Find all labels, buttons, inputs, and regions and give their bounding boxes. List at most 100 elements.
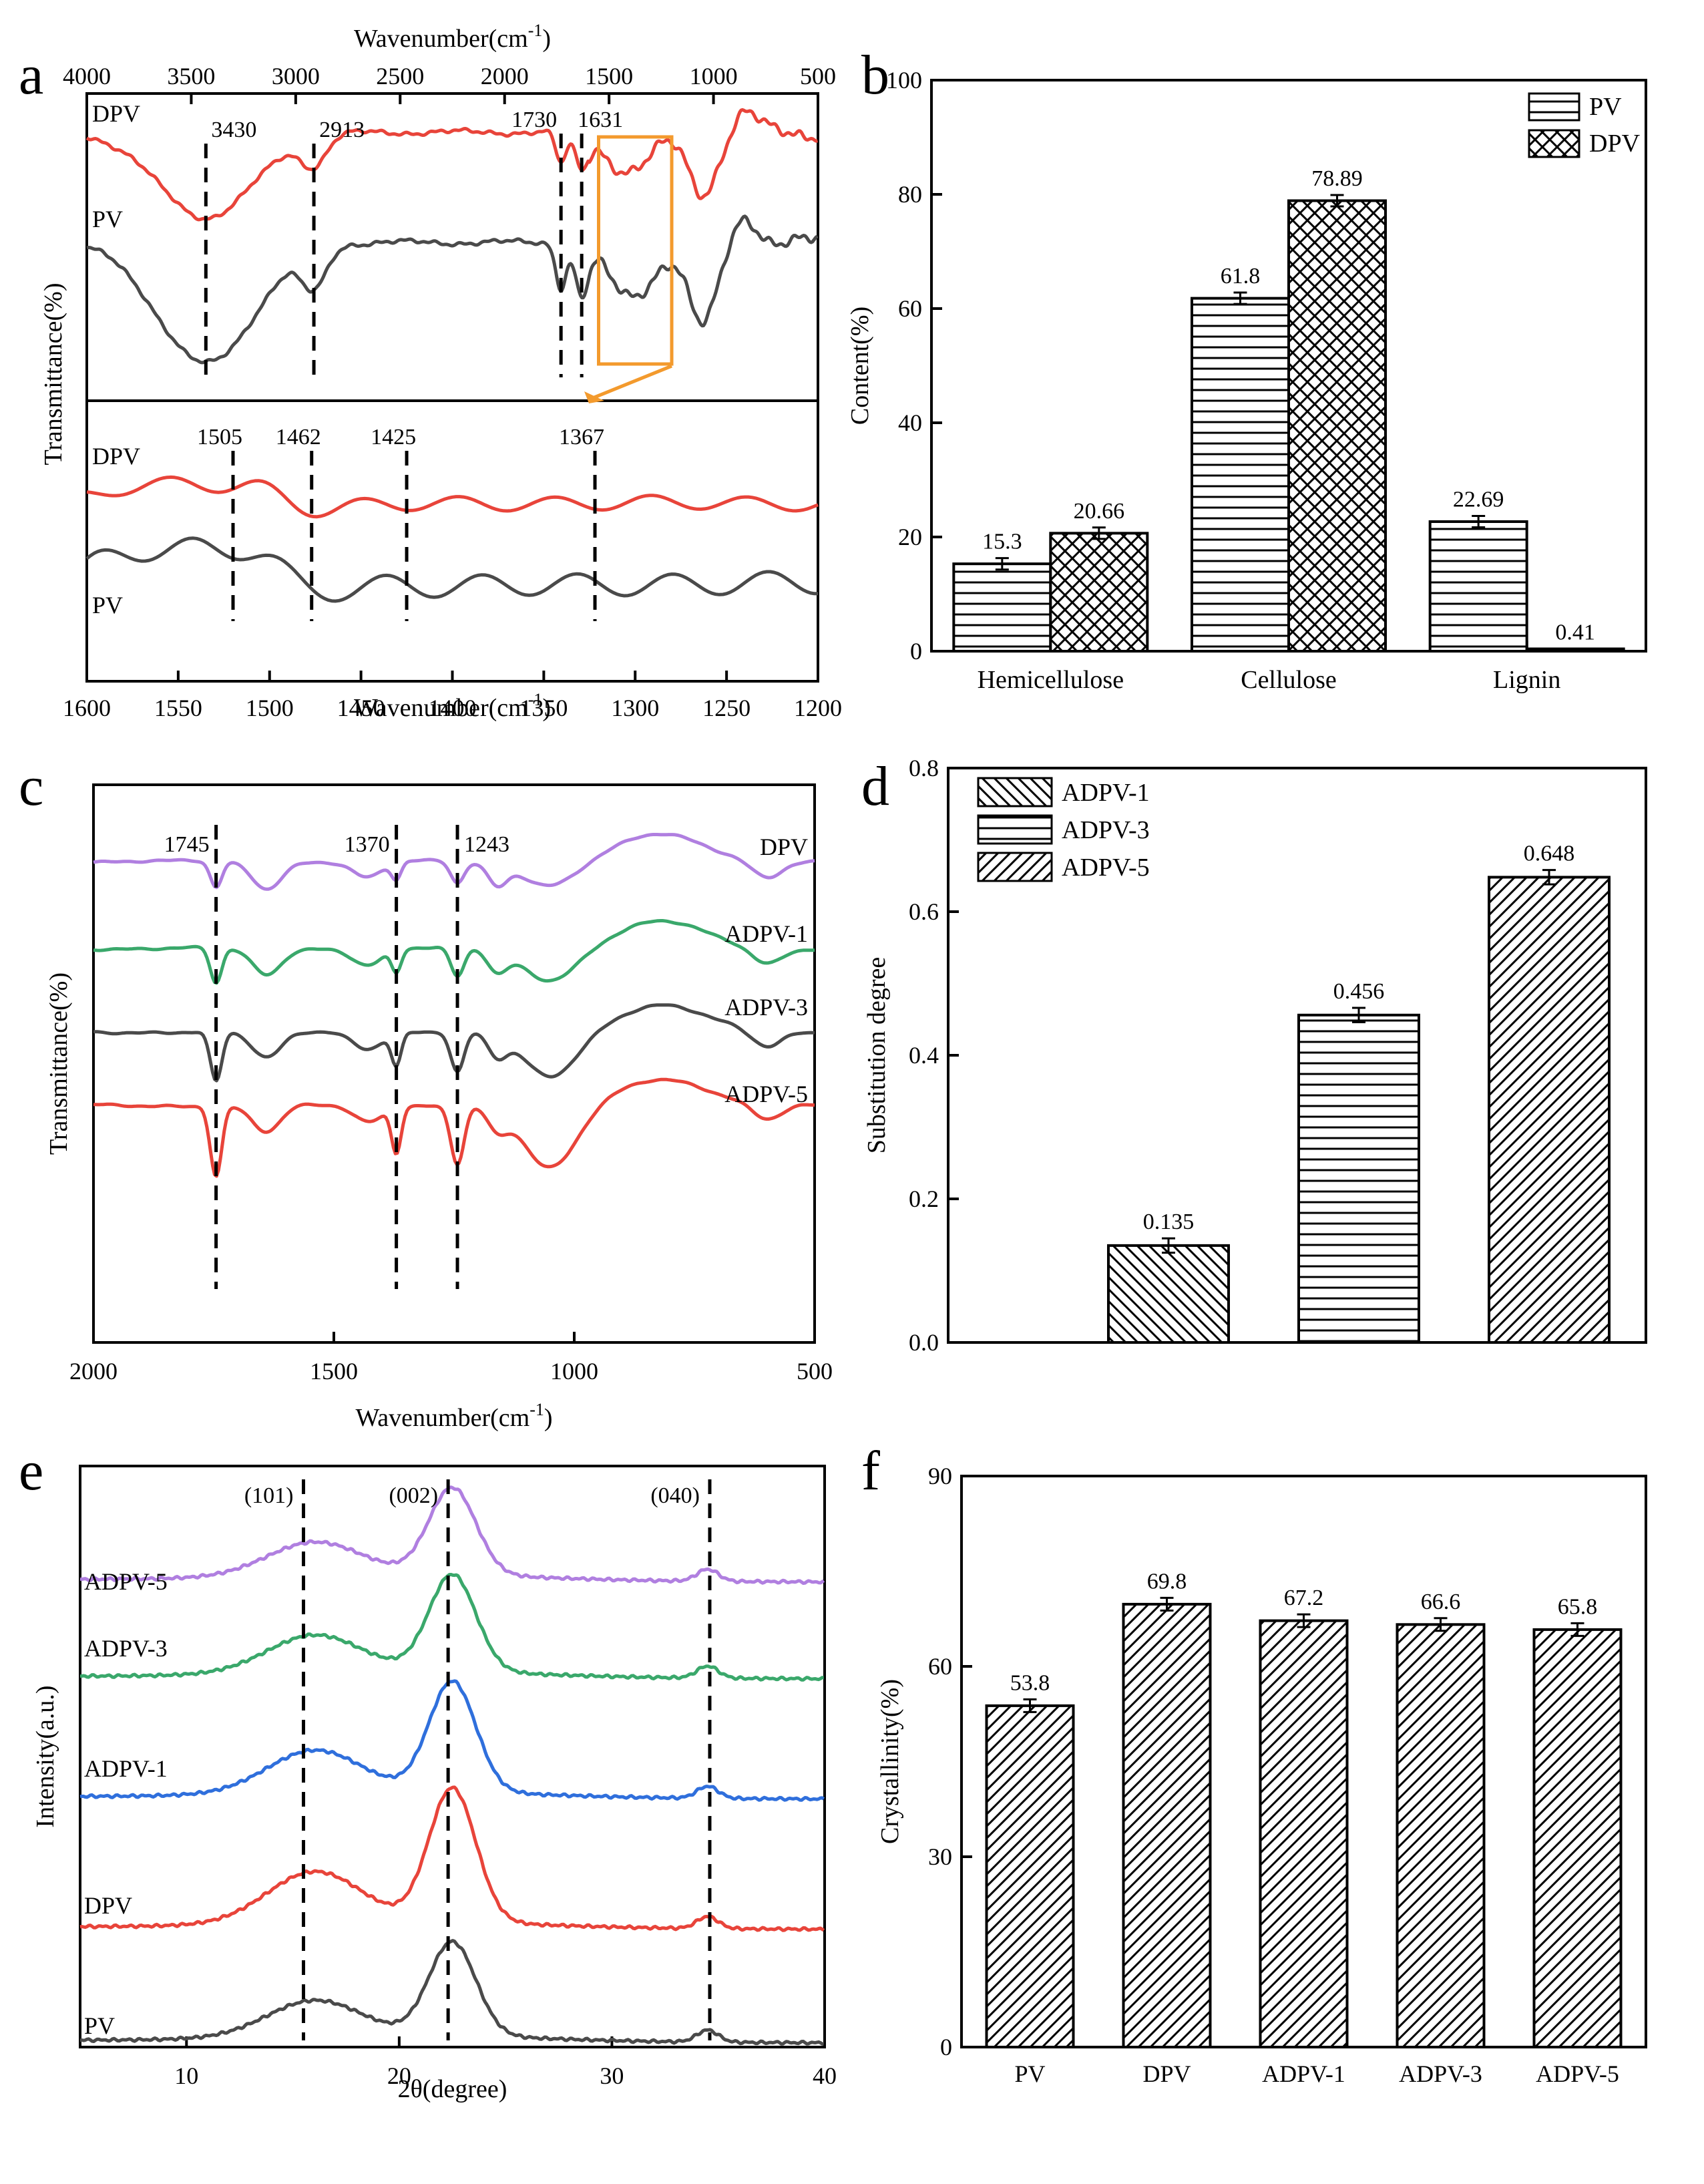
y-tick-label: 0.8 bbox=[909, 755, 939, 781]
panel-e-ylabel: Intensity(a.u.) bbox=[31, 1685, 59, 1827]
panel-e-line-dpv bbox=[79, 1785, 825, 1932]
panel-e-peak-label: (002) bbox=[389, 1483, 438, 1508]
bottom-tick-label: 1250 bbox=[702, 695, 751, 721]
bottom-tick-label: 1500 bbox=[246, 695, 294, 721]
panel-a-peak-label-lower: 1425 bbox=[371, 425, 416, 449]
panel-e-peak-label: (101) bbox=[244, 1483, 294, 1508]
panel-e-series-label: ADPV-1 bbox=[84, 1755, 168, 1782]
y-tick-label: 80 bbox=[898, 181, 922, 208]
panel-c-peak-label: 1370 bbox=[345, 832, 390, 857]
panel-d: 0.0 0.2 0.4 0.6 0.8 Substitution degree 0.135 0… bbox=[863, 755, 1647, 1356]
bottom-tick-label: 1200 bbox=[794, 695, 842, 721]
panel-e-frame bbox=[79, 1465, 826, 2048]
bar-pv bbox=[1191, 297, 1290, 653]
panel-a-dpv-lower-line bbox=[86, 475, 819, 519]
y-tick-label: 0.0 bbox=[909, 1329, 939, 1356]
x-tick-label: 2000 bbox=[69, 1358, 118, 1385]
panel-e: 10 20 30 40 2θ(degree) Intensity(a.u.) ADPV-5 A… bbox=[31, 1465, 837, 2103]
panel-letter-a: a bbox=[19, 44, 43, 106]
x-tick-label: Cellulose bbox=[1241, 666, 1337, 694]
bar-pv bbox=[952, 562, 1052, 653]
bar-dpv bbox=[1287, 199, 1387, 653]
x-tick-label: 1000 bbox=[550, 1358, 598, 1385]
x-tick-label: 1500 bbox=[310, 1358, 358, 1385]
x-tick-label: 20 bbox=[387, 2062, 411, 2089]
top-tick-label: 3000 bbox=[272, 63, 320, 89]
x-tick-label: DPV bbox=[1142, 2060, 1191, 2087]
x-tick-label: Hemicellulose bbox=[978, 666, 1124, 694]
legend-swatch bbox=[977, 852, 1053, 882]
panel-f: 0 30 60 90 Crystallinity(%) 53.8 PV 69.8 DPV 67.2… bbox=[876, 1463, 1647, 2087]
panel-c-series-label: ADPV-5 bbox=[724, 1081, 808, 1107]
panel-a-label-pv-upper: PV bbox=[92, 206, 123, 232]
bar-value-label: 66.6 bbox=[1421, 1590, 1461, 1614]
bar-pv bbox=[985, 1704, 1075, 2048]
panel-a-label-pv-lower: PV bbox=[92, 592, 123, 618]
panel-letter-f: f bbox=[861, 1440, 880, 1502]
panel-e-peak-label: (040) bbox=[650, 1483, 700, 1508]
bar-value-label: 53.8 bbox=[1010, 1670, 1050, 1695]
y-tick-label: 100 bbox=[886, 67, 922, 94]
panel-a-pv-lower-line bbox=[85, 536, 819, 603]
panel-c-line-dpv bbox=[93, 833, 815, 891]
panel-c-peak-label: 1745 bbox=[164, 832, 210, 857]
x-tick-label: ADPV-5 bbox=[1536, 2060, 1619, 2087]
panel-e-series-label: ADPV-3 bbox=[84, 1635, 168, 1662]
y-tick-label: 90 bbox=[928, 1463, 952, 1489]
legend-label: ADPV-1 bbox=[1062, 779, 1150, 807]
panel-c-series-label: DPV bbox=[760, 834, 808, 860]
bar-value-label: 0.41 bbox=[1555, 620, 1595, 645]
panel-e-line-pv bbox=[80, 1939, 825, 2046]
panelB-ylabel: Content(%) bbox=[846, 307, 874, 425]
bar-value-label: 0.456 bbox=[1333, 979, 1385, 1004]
legend-label: PV bbox=[1589, 93, 1622, 121]
y-tick-label: 0.2 bbox=[909, 1186, 939, 1212]
legend-swatch bbox=[1528, 92, 1580, 122]
top-tick-label: 500 bbox=[800, 63, 836, 89]
bar-value-label: 15.3 bbox=[982, 530, 1022, 554]
panel-c-series-label: ADPV-3 bbox=[724, 994, 808, 1021]
panel-a-peak-label: 1730 bbox=[511, 108, 557, 132]
bottom-tick-label: 1300 bbox=[611, 695, 659, 721]
panelF-ylabel: Crystallinity(%) bbox=[876, 1679, 904, 1844]
legend-swatch bbox=[1528, 129, 1580, 158]
legend-swatch bbox=[977, 814, 1053, 845]
panel-a-bottom-axis-title: Wavenumber(cm-1) bbox=[354, 690, 551, 722]
bar-value-label: 65.8 bbox=[1558, 1594, 1598, 1619]
y-tick-label: 0.6 bbox=[909, 898, 939, 925]
panel-a-zoom-arrow bbox=[594, 364, 672, 399]
top-tick-label: 1500 bbox=[585, 63, 633, 89]
panel-e-series-label: ADPV-5 bbox=[84, 1568, 168, 1595]
bar-value-label: 78.89 bbox=[1311, 166, 1363, 191]
x-tick-label: ADPV-1 bbox=[1262, 2060, 1345, 2087]
x-tick-label: 30 bbox=[600, 2062, 624, 2089]
panel-a-dpv-upper-line bbox=[85, 108, 818, 222]
top-tick-label: 2000 bbox=[481, 63, 529, 89]
bar-dpv bbox=[1049, 532, 1149, 653]
panel-letter-c: c bbox=[19, 755, 43, 817]
panel-c: 2000 1500 1000 500 Wavenumber(cm-1) Transmitt… bbox=[45, 783, 833, 1432]
bottom-tick-label: 1600 bbox=[63, 695, 111, 721]
legend-label: DPV bbox=[1589, 130, 1641, 158]
bottom-tick-label: 1550 bbox=[154, 695, 202, 721]
panel-a-peak-label: 1631 bbox=[578, 108, 623, 132]
panel-a-peak-label-lower: 1505 bbox=[197, 425, 242, 449]
bottom-tick-label: 1350 bbox=[519, 695, 568, 721]
panel-c-series-label: ADPV-1 bbox=[724, 920, 808, 947]
panel-c-frame bbox=[92, 783, 816, 1344]
bar-adpv-3 bbox=[1297, 1013, 1420, 1344]
legend-label: ADPV-5 bbox=[1062, 854, 1150, 882]
panel-a-peak-label: 3430 bbox=[211, 118, 256, 142]
panel-c-line-adpv-5 bbox=[93, 1077, 815, 1178]
y-tick-label: 20 bbox=[898, 524, 922, 550]
panel-letter-b: b bbox=[861, 44, 889, 106]
top-tick-label: 2500 bbox=[376, 63, 424, 89]
panel-letter-e: e bbox=[19, 1440, 43, 1502]
panel-a-label-dpv-upper: DPV bbox=[92, 100, 140, 127]
x-tick-label: 10 bbox=[174, 2062, 198, 2089]
panel-c-line-adpv-1 bbox=[93, 919, 815, 985]
bar-value-label: 0.648 bbox=[1524, 842, 1575, 866]
x-tick-label: Lignin bbox=[1493, 666, 1560, 694]
top-tick-label: 3500 bbox=[167, 63, 215, 89]
bar-value-label: 0.135 bbox=[1143, 1210, 1195, 1234]
